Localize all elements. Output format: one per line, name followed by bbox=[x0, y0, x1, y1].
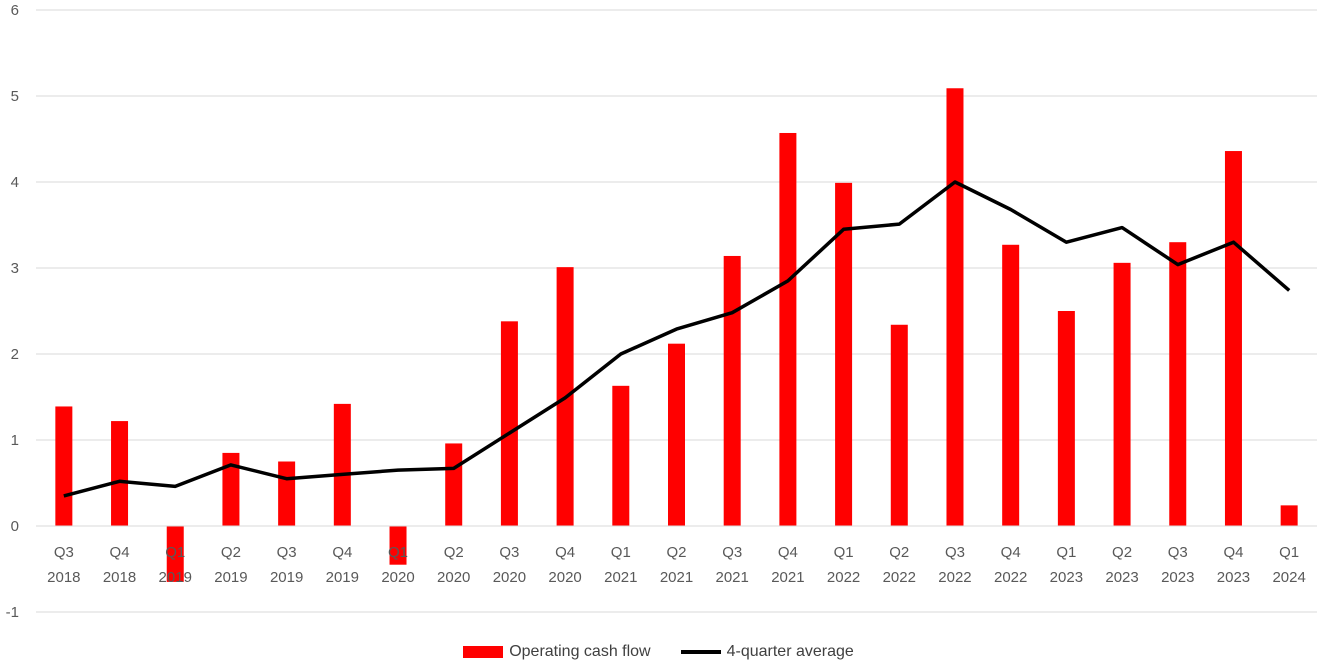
x-tick-label-quarter: Q4 bbox=[332, 544, 352, 561]
bar-operating-cash-flow bbox=[1280, 505, 1298, 526]
x-tick-label-year: 2020 bbox=[493, 569, 526, 586]
y-tick-label: 3 bbox=[11, 260, 19, 277]
bar-operating-cash-flow bbox=[166, 526, 184, 582]
x-tick-label-quarter: Q2 bbox=[1112, 544, 1132, 561]
x-tick-label-year: 2019 bbox=[159, 569, 192, 586]
x-tick-label-year: 2019 bbox=[214, 569, 247, 586]
x-tick-label-quarter: Q2 bbox=[444, 544, 464, 561]
x-tick-label-quarter: Q3 bbox=[945, 544, 965, 561]
bar-operating-cash-flow bbox=[1224, 151, 1242, 527]
bar-operating-cash-flow bbox=[779, 132, 797, 527]
bar-operating-cash-flow bbox=[1169, 242, 1187, 526]
x-tick-label-quarter: Q4 bbox=[555, 544, 575, 561]
bar-operating-cash-flow bbox=[835, 182, 853, 527]
legend-item-operating-cash-flow: Operating cash flow bbox=[463, 643, 651, 661]
y-axis-tick-labels: -1 0 1 2 3 4 5 6 bbox=[6, 2, 19, 621]
bar-operating-cash-flow bbox=[111, 421, 129, 526]
x-tick-label-year: 2021 bbox=[771, 569, 804, 586]
x-tick-label-quarter: Q4 bbox=[778, 544, 798, 561]
x-tick-label-quarter: Q1 bbox=[1056, 544, 1076, 561]
legend: Operating cash flow 4-quarter average bbox=[0, 640, 1317, 664]
x-tick-label-quarter: Q1 bbox=[165, 544, 185, 561]
x-tick-label-quarter: Q2 bbox=[221, 544, 241, 561]
bar-operating-cash-flow bbox=[946, 88, 964, 526]
y-tick-label: 0 bbox=[11, 518, 19, 535]
x-tick-label-year: 2024 bbox=[1272, 569, 1305, 586]
bar-operating-cash-flow bbox=[445, 443, 463, 526]
y-tick-label: 6 bbox=[11, 2, 19, 19]
legend-item-4-quarter-average: 4-quarter average bbox=[680, 643, 854, 661]
x-tick-label-year: 2022 bbox=[827, 569, 860, 586]
y-tick-label: 4 bbox=[11, 174, 19, 191]
legend-label-4-quarter-average: 4-quarter average bbox=[726, 643, 854, 660]
x-tick-label-year: 2022 bbox=[938, 569, 971, 586]
x-tick-label-quarter: Q1 bbox=[388, 544, 408, 561]
bar-operating-cash-flow bbox=[1002, 244, 1020, 526]
legend-swatch-bar bbox=[463, 646, 504, 658]
y-tick-label: -1 bbox=[6, 604, 19, 621]
x-tick-label-year: 2023 bbox=[1050, 569, 1083, 586]
x-tick-label-year: 2021 bbox=[604, 569, 637, 586]
bar-operating-cash-flow bbox=[389, 526, 407, 565]
x-tick-label-year: 2023 bbox=[1217, 569, 1250, 586]
x-tick-label-quarter: Q3 bbox=[1168, 544, 1188, 561]
bar-operating-cash-flow bbox=[612, 385, 630, 526]
x-tick-label-quarter: Q2 bbox=[666, 544, 686, 561]
bar-operating-cash-flow bbox=[723, 255, 741, 526]
bar-operating-cash-flow bbox=[1113, 262, 1131, 526]
bar-operating-cash-flow bbox=[1057, 311, 1075, 526]
bar-operating-cash-flow bbox=[278, 461, 296, 526]
x-tick-label-quarter: Q1 bbox=[611, 544, 631, 561]
legend-label-operating-cash-flow: Operating cash flow bbox=[509, 643, 651, 660]
x-tick-label-quarter: Q3 bbox=[499, 544, 519, 561]
x-tick-label-year: 2019 bbox=[270, 569, 303, 586]
x-axis-tick-labels: Q3 2018 Q4 2018 Q1 2019 Q2 2019 Q3 2019 Q4 2019 Q1 20… bbox=[47, 544, 1306, 586]
x-tick-label-year: 2021 bbox=[716, 569, 749, 586]
bar-operating-cash-flow bbox=[222, 452, 240, 526]
legend-swatch-line bbox=[680, 650, 721, 654]
chart-canvas: -1 0 1 2 3 4 5 6 Q3 2018 Q4 2018 Q1 2019 Q2 2019 Q3 2019… bbox=[6, 2, 1317, 621]
x-tick-label-year: 2023 bbox=[1161, 569, 1194, 586]
x-tick-label-year: 2022 bbox=[883, 569, 916, 586]
x-tick-label-quarter: Q2 bbox=[889, 544, 909, 561]
bar-operating-cash-flow bbox=[668, 343, 685, 526]
operating-cash-flow-bars bbox=[55, 88, 1298, 582]
x-tick-label-quarter: Q1 bbox=[834, 544, 854, 561]
x-tick-label-year: 2022 bbox=[994, 569, 1027, 586]
y-tick-label: 1 bbox=[11, 432, 19, 449]
x-tick-label-year: 2020 bbox=[548, 569, 581, 586]
x-tick-label-quarter: Q4 bbox=[1223, 544, 1243, 561]
four-quarter-average-line bbox=[63, 180, 1291, 498]
bar-operating-cash-flow bbox=[55, 406, 73, 526]
x-tick-label-quarter: Q3 bbox=[54, 544, 74, 561]
bar-operating-cash-flow bbox=[333, 403, 351, 526]
x-tick-label-quarter: Q3 bbox=[722, 544, 742, 561]
x-tick-label-quarter: Q1 bbox=[1279, 544, 1299, 561]
x-tick-label-quarter: Q3 bbox=[277, 544, 297, 561]
x-tick-label-year: 2018 bbox=[47, 569, 80, 586]
y-tick-label: 2 bbox=[11, 346, 19, 363]
bar-operating-cash-flow bbox=[500, 321, 518, 526]
x-tick-label-quarter: Q4 bbox=[110, 544, 130, 561]
y-tick-label: 5 bbox=[11, 88, 19, 105]
x-tick-label-quarter: Q4 bbox=[1001, 544, 1021, 561]
x-tick-label-year: 2020 bbox=[381, 569, 414, 586]
x-tick-label-year: 2021 bbox=[660, 569, 693, 586]
bar-operating-cash-flow bbox=[890, 324, 908, 526]
x-tick-label-year: 2018 bbox=[103, 569, 136, 586]
x-tick-label-year: 2019 bbox=[326, 569, 359, 586]
x-tick-label-year: 2023 bbox=[1105, 569, 1138, 586]
x-tick-label-year: 2020 bbox=[437, 569, 470, 586]
